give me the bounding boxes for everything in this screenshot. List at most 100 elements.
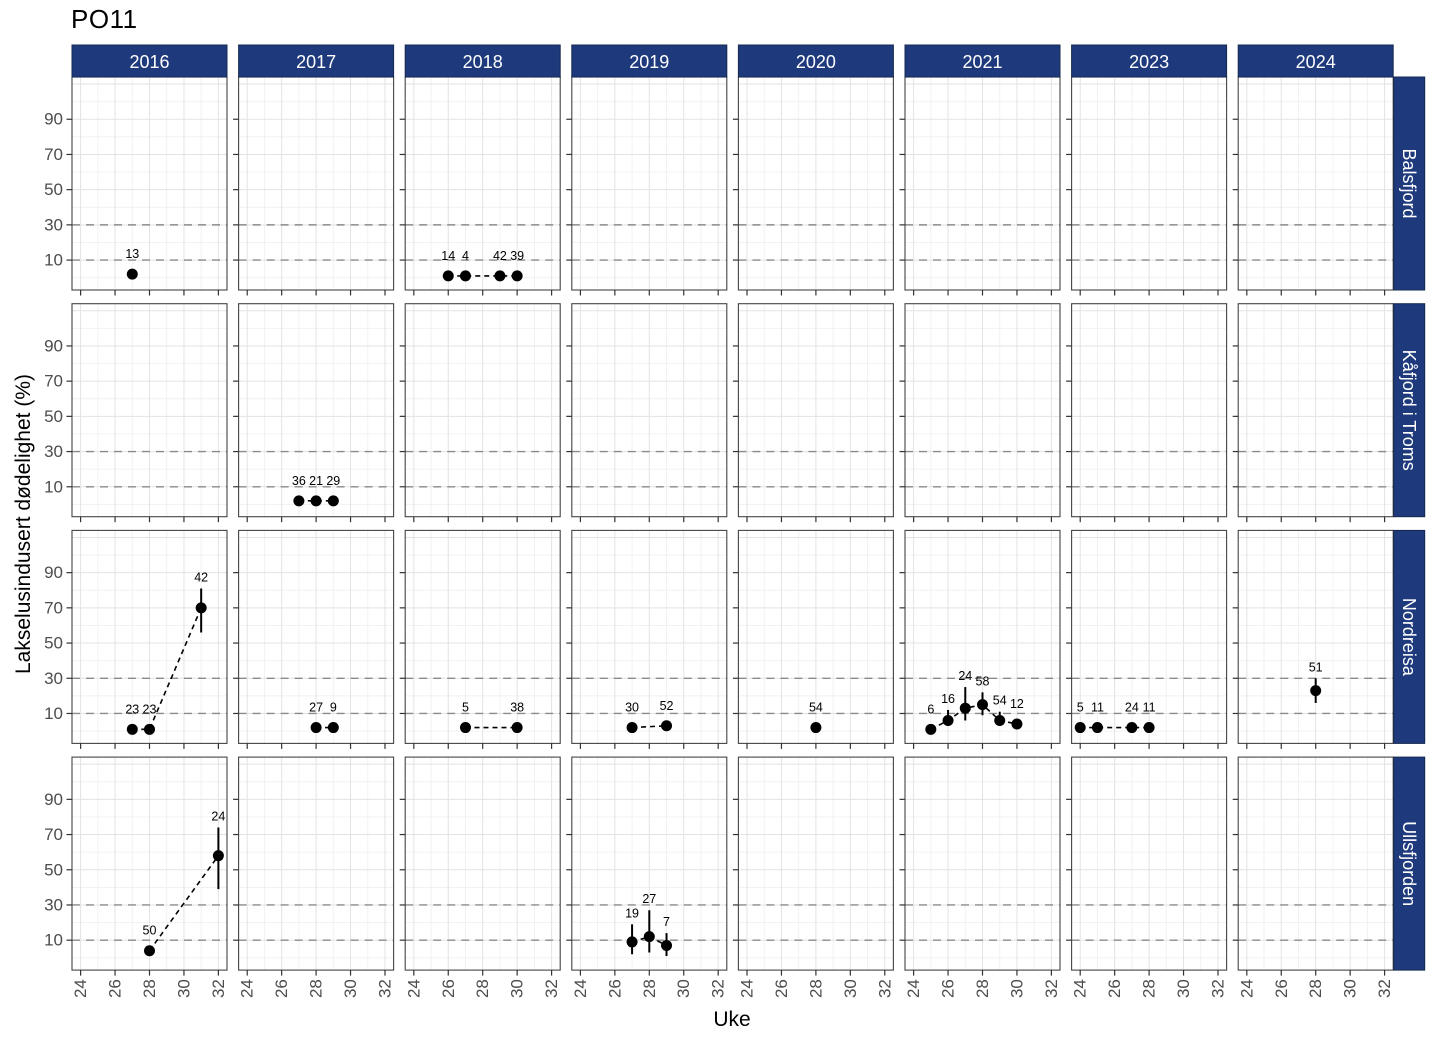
point-count-label: 21 [309, 474, 323, 488]
facet-row-strip [1393, 76, 1426, 291]
data-point [810, 722, 822, 734]
point-count-label: 50 [143, 924, 157, 938]
facet-column-strip [737, 44, 894, 78]
trend-line [632, 724, 667, 729]
x-tick-label: 32 [875, 979, 894, 998]
y-tick-label: 50 [44, 407, 63, 426]
data-point [126, 268, 138, 280]
data-point [195, 602, 207, 614]
point-count-label: 29 [326, 474, 340, 488]
data-point [1074, 722, 1086, 734]
data-point [1011, 718, 1023, 730]
data-point [126, 723, 138, 735]
facet-row-label: Ullsfjorden [1399, 821, 1419, 906]
data-point [144, 945, 155, 957]
point-count-label: 23 [125, 702, 139, 716]
x-tick-label: 28 [973, 979, 992, 998]
y-axis-title: Lakselusindusert dødelighet (%) [12, 374, 35, 674]
x-tick-label: 28 [307, 979, 326, 998]
facet-column-strip [404, 44, 561, 78]
data-point [310, 722, 322, 734]
point-count-label: 58 [976, 674, 990, 688]
data-point [494, 270, 506, 282]
point-count-label: 24 [958, 669, 972, 683]
x-tick-label: 26 [1105, 979, 1124, 998]
x-tick-label: 26 [1272, 979, 1291, 998]
point-count-label: 36 [292, 474, 306, 488]
point-count-label: 14 [441, 249, 455, 263]
y-tick-label: 10 [44, 704, 63, 723]
x-tick-label: 32 [542, 979, 561, 998]
data-point [626, 722, 638, 734]
x-tick-label: 30 [841, 979, 860, 998]
x-tick-label: 32 [1042, 979, 1061, 998]
data-point [1126, 722, 1138, 734]
x-tick-label: 30 [674, 979, 693, 998]
data-point [144, 723, 155, 735]
point-count-label: 19 [625, 906, 639, 920]
x-tick-label: 24 [904, 979, 923, 998]
y-tick-label: 10 [44, 251, 63, 270]
x-tick-label: 30 [1174, 979, 1193, 998]
x-tick-label: 32 [209, 979, 228, 998]
point-count-label: 24 [211, 810, 225, 824]
x-tick-label: 24 [238, 979, 257, 998]
x-tick-label: 26 [772, 979, 791, 998]
point-count-label: 27 [642, 892, 656, 906]
facet-row-label: Balsfjord [1399, 148, 1419, 218]
y-tick-label: 90 [44, 563, 63, 582]
data-point [1143, 722, 1155, 734]
point-count-label: 6 [927, 702, 934, 716]
point-count-label: 7 [663, 915, 670, 929]
data-point [661, 939, 673, 951]
point-count-label: 24 [1125, 701, 1139, 715]
chart-title: PO11 [71, 4, 138, 34]
data-point [1091, 722, 1103, 734]
point-count-label: 39 [510, 249, 524, 263]
data-point [1310, 685, 1322, 697]
x-tick-label: 24 [1071, 979, 1090, 998]
x-tick-label: 32 [709, 979, 728, 998]
facet-row-strip [1393, 756, 1426, 971]
data-point [977, 699, 988, 711]
point-count-label: 9 [330, 701, 337, 715]
facet-column-label: 2021 [962, 52, 1002, 72]
facet-column-label: 2023 [1129, 52, 1169, 72]
y-tick-label: 70 [44, 372, 63, 391]
x-tick-label: 24 [738, 979, 757, 998]
data-point [626, 936, 638, 948]
y-tick-label: 70 [44, 145, 63, 164]
facet-column-label: 2016 [129, 52, 169, 72]
x-axis-title: Uke [713, 1008, 751, 1031]
facet-row-strip [1393, 303, 1426, 518]
facet-column-label: 2018 [463, 52, 503, 72]
x-tick-label: 24 [404, 979, 423, 998]
facet-column-strip [71, 44, 228, 78]
y-tick-label: 50 [44, 180, 63, 199]
point-count-label: 38 [510, 701, 524, 715]
x-tick-label: 28 [806, 979, 825, 998]
point-count-label: 42 [194, 570, 208, 584]
data-point [511, 270, 523, 282]
data-point [327, 722, 339, 734]
data-point [661, 720, 673, 732]
facet-column-label: 2019 [629, 52, 669, 72]
point-count-label: 54 [993, 694, 1007, 708]
y-tick-label: 30 [44, 442, 63, 461]
y-tick-label: 50 [44, 634, 63, 653]
point-count-label: 27 [309, 701, 323, 715]
x-tick-label: 28 [1140, 979, 1159, 998]
x-tick-label: 30 [508, 979, 527, 998]
facet-column-label: 2017 [296, 52, 336, 72]
data-point [925, 723, 937, 735]
point-count-label: 30 [625, 701, 639, 715]
data-point [442, 270, 454, 282]
y-tick-label: 10 [44, 931, 63, 950]
trend-line [148, 855, 220, 952]
x-tick-label: 30 [174, 979, 193, 998]
x-tick-label: 26 [272, 979, 291, 998]
point-count-label: 11 [1143, 701, 1156, 715]
facet-column-label: 2020 [796, 52, 836, 72]
x-tick-label: 28 [473, 979, 492, 998]
